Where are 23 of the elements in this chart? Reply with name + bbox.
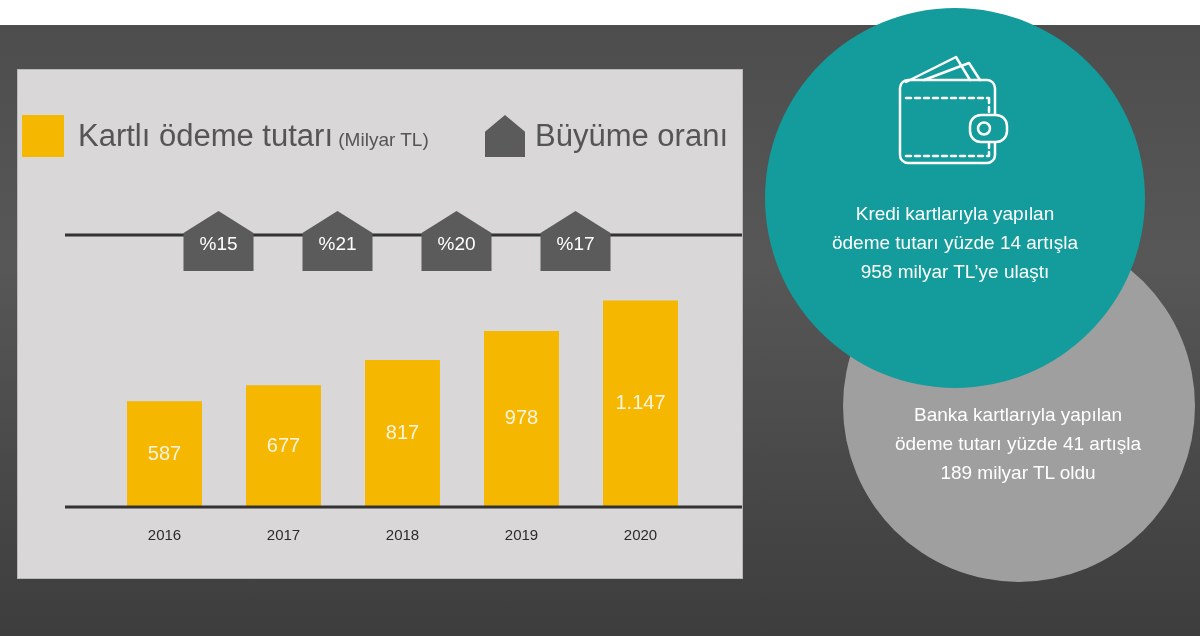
bar [127, 401, 202, 507]
text: Kredi kartlarıyla yapılan ödeme tutarı yüzde 14 artışla 958 milyar TL’ye ulaştı [830, 202, 1080, 284]
data-label: %17 [556, 233, 595, 255]
bar [484, 330, 559, 507]
x-tick-label: 2016 [147, 526, 182, 544]
data-label: 587 [147, 441, 182, 464]
x-tick-label: 2018 [385, 526, 420, 544]
data-label: 817 [385, 420, 420, 443]
bar [603, 300, 678, 507]
data-label: %15 [199, 233, 238, 255]
data-label: 978 [504, 406, 539, 429]
legend-label: Büyüme oranı [535, 118, 728, 153]
data-label: 1.147 [615, 391, 666, 414]
bar [365, 359, 440, 507]
legend-label: Kartlı ödeme tutarı (Milyar TL) [78, 118, 429, 153]
text: Banka kartlarıyla yapılan ödeme tutarı yüzde 41 artışla 189 milyar TL oldu [893, 403, 1143, 485]
data-label: 677 [266, 433, 301, 456]
x-tick-label: 2019 [504, 526, 539, 544]
x-tick-label: 2017 [266, 526, 301, 544]
x-tick-label: 2020 [623, 526, 658, 544]
bar [246, 385, 321, 507]
data-label: %20 [437, 233, 476, 255]
data-label: %21 [318, 233, 357, 255]
